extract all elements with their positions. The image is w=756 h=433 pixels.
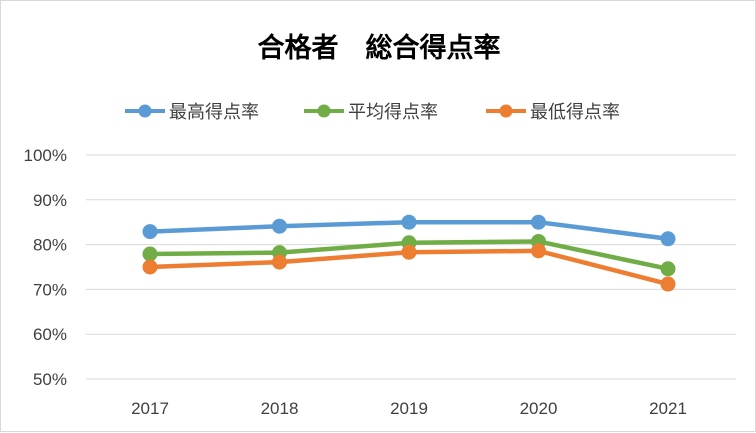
series-min [142,243,676,292]
legend-item-min: 最低得点率 [486,102,620,123]
legend-label-max: 最高得点率 [169,102,259,123]
legend-marker-avg [317,104,331,118]
data-point-max [142,224,158,240]
legend-label-avg: 平均得点率 [348,102,438,123]
x-tick-label: 2020 [520,399,558,418]
data-point-min [531,243,546,259]
y-tick-label: 50% [33,370,67,389]
x-tick-label: 2018 [261,399,299,418]
x-tick-label: 2017 [131,399,169,418]
data-point-min [401,244,417,260]
y-axis: 50% 60% 70% 80% 90% 100% [24,146,67,389]
legend-label-min: 最低得点率 [530,102,620,123]
data-point-max [660,231,676,247]
data-point-max [401,214,417,230]
y-tick-label: 60% [33,325,67,344]
data-point-min [660,276,676,292]
y-tick-label: 70% [33,280,67,299]
series-max [142,214,676,247]
data-point-avg [660,261,676,277]
data-point-min [272,254,287,270]
plot-area [142,214,676,292]
legend: 最高得点率 平均得点率 最低得点率 [125,102,620,123]
chart-title: 合格者 総合得点率 [258,32,501,64]
x-tick-label: 2021 [649,399,687,418]
y-tick-label: 100% [24,146,67,165]
y-tick-label: 80% [33,236,67,255]
data-point-max [531,214,546,230]
legend-marker-min [499,104,513,118]
legend-item-avg: 平均得点率 [304,102,438,123]
data-point-min [142,259,158,275]
data-point-max [272,218,287,234]
x-tick-label: 2019 [390,399,428,418]
legend-item-max: 最高得点率 [125,102,259,123]
series-avg [142,233,676,277]
y-tick-label: 90% [33,191,67,210]
x-axis: 2017 2018 2019 2020 2021 [131,399,687,418]
data-point-avg [142,246,158,262]
legend-marker-max [138,104,152,118]
